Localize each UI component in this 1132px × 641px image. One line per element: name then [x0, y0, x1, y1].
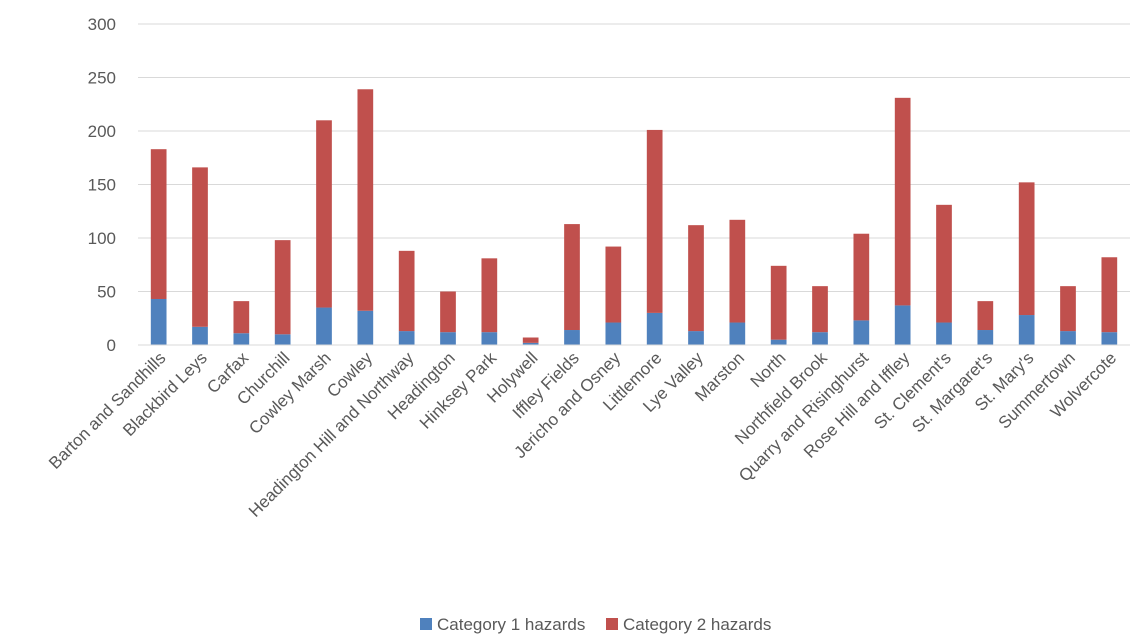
bar-category-2: [936, 204, 952, 323]
bar-category-2: [812, 286, 828, 333]
bar-category-2: [1018, 182, 1035, 316]
bar-category-1: [440, 332, 456, 345]
bar-category-2: [150, 149, 167, 299]
y-tick-label: 150: [88, 176, 116, 195]
bar-category-2: [564, 224, 580, 331]
y-tick-label: 200: [88, 122, 116, 141]
bar-category-2: [357, 89, 374, 311]
bar-category-1: [646, 312, 663, 345]
bar-category-1: [1101, 332, 1118, 345]
bar-category-1: [812, 332, 828, 345]
bar-category-2: [233, 301, 250, 334]
y-tick-label: 300: [88, 15, 116, 34]
legend-swatch-category-1: [420, 618, 432, 630]
bars: [150, 89, 1118, 345]
bar-category-1: [605, 322, 622, 345]
y-tick-label: 0: [107, 336, 116, 355]
bar-category-1: [894, 305, 911, 345]
bar-category-2: [770, 265, 787, 340]
bar-category-2: [274, 240, 291, 335]
bar-category-2: [729, 219, 746, 323]
y-tick-label: 100: [88, 229, 116, 248]
legend: Category 1 hazards Category 2 hazards: [420, 615, 771, 634]
bar-category-1: [357, 310, 374, 345]
legend-label-category-2: Category 2 hazards: [623, 615, 771, 634]
bar-category-2: [688, 225, 704, 332]
bar-category-2: [646, 129, 663, 313]
bar-category-2: [1101, 257, 1118, 333]
bar-category-2: [853, 233, 870, 321]
bar-category-2: [605, 246, 622, 323]
bar-category-1: [398, 331, 415, 345]
bar-category-1: [233, 333, 250, 345]
legend-swatch-category-2: [606, 618, 618, 630]
bar-category-2: [481, 258, 498, 333]
bar-category-2: [192, 167, 208, 327]
bar-category-1: [1018, 315, 1035, 345]
gridlines: [138, 23, 1130, 292]
bar-category-1: [150, 298, 167, 345]
legend-label-category-1: Category 1 hazards: [437, 615, 585, 634]
bar-category-1: [522, 342, 539, 345]
bar-category-1: [688, 331, 704, 345]
bar-category-2: [398, 250, 415, 332]
bar-category-1: [729, 322, 746, 345]
bar-category-1: [1060, 331, 1076, 345]
y-tick-label: 50: [97, 283, 116, 302]
bar-category-2: [440, 291, 456, 333]
bar-category-1: [936, 322, 952, 345]
bar-category-1: [481, 332, 498, 345]
bar-category-1: [770, 339, 787, 345]
bar-category-1: [192, 326, 208, 345]
bar-category-1: [564, 330, 580, 345]
y-tick-label: 250: [88, 69, 116, 88]
bar-category-2: [894, 97, 911, 306]
bar-category-1: [316, 307, 332, 345]
bar-category-1: [977, 330, 994, 345]
bar-category-2: [316, 120, 332, 308]
bar-category-1: [274, 334, 291, 345]
bar-category-2: [522, 337, 539, 343]
bar-category-1: [853, 320, 870, 345]
bar-category-2: [977, 301, 994, 331]
bar-category-2: [1060, 286, 1076, 332]
